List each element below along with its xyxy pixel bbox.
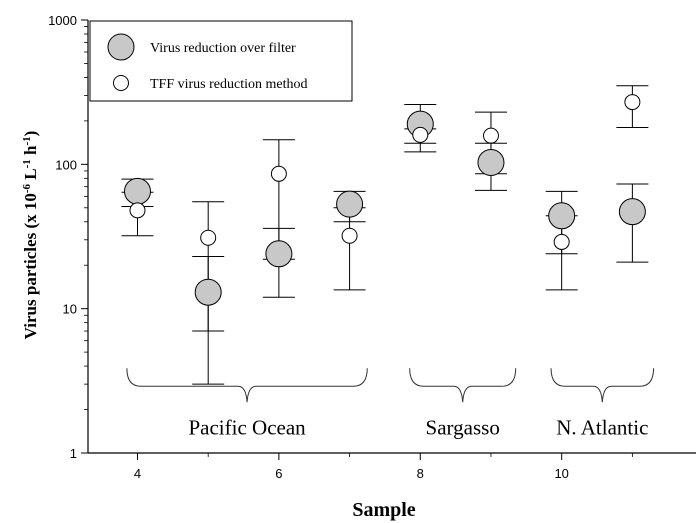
tff-point: [341, 227, 358, 244]
error-bars: [121, 85, 649, 385]
y-axis-title-sup: -6: [21, 183, 33, 193]
region-bracket: [126, 368, 368, 403]
axes: 1 10 100 1000 4 6 8 10: [48, 13, 696, 481]
y-tick-label: 1: [70, 446, 77, 461]
tff-point: [482, 127, 499, 144]
y-tick-label: 10: [63, 302, 77, 317]
x-tick-label: 8: [417, 466, 424, 481]
filter-point: [477, 148, 505, 176]
tff-point: [412, 126, 429, 143]
filter-point: [123, 177, 151, 205]
region-bracket: [550, 368, 655, 403]
region-bracket: [409, 368, 517, 403]
x-axis-title: Sample: [352, 499, 415, 521]
tff-point: [270, 165, 287, 182]
legend-box: [89, 20, 353, 102]
y-axis-title-part: Virus particles (x 10: [21, 193, 40, 339]
legend-marker-tff: [113, 75, 129, 91]
x-tick-label: 6: [275, 466, 282, 481]
filter-point: [618, 198, 646, 226]
y-tick-label: 100: [55, 157, 77, 172]
tff-point: [553, 233, 570, 250]
filter-point: [194, 278, 222, 306]
filter-point: [336, 190, 364, 218]
y-tick-label: 1000: [48, 13, 77, 28]
legend-marker-filter: [107, 33, 135, 61]
legend: Virus reduction over filter TFF virus re…: [89, 20, 353, 102]
tff-point: [200, 229, 217, 246]
data-points: [123, 94, 646, 306]
tff-point: [624, 94, 641, 111]
y-axis-title-part: h: [21, 145, 40, 159]
y-axis-title-sup: -1: [21, 136, 33, 145]
x-tick-label: 10: [554, 466, 568, 481]
region-label: Sargasso: [426, 415, 500, 439]
y-axis-title-part: L: [21, 168, 40, 184]
filter-point: [548, 202, 576, 230]
tff-point: [129, 202, 146, 219]
legend-label-filter: Virus reduction over filter: [150, 41, 296, 56]
y-axis-title-part: ): [21, 131, 40, 137]
region-label: Pacific Ocean: [188, 415, 306, 439]
legend-label-tff: TFF virus reduction method: [150, 77, 308, 92]
region-brackets: Pacific Ocean Sargasso N. Atlantic: [126, 368, 655, 439]
filter-point: [265, 240, 293, 268]
y-axis-title-sup: -1: [21, 159, 33, 168]
y-axis-title: Virus particles (x 10-6 L-1 h-1): [21, 131, 40, 340]
x-tick-label: 4: [134, 466, 141, 481]
region-label: N. Atlantic: [556, 415, 648, 439]
